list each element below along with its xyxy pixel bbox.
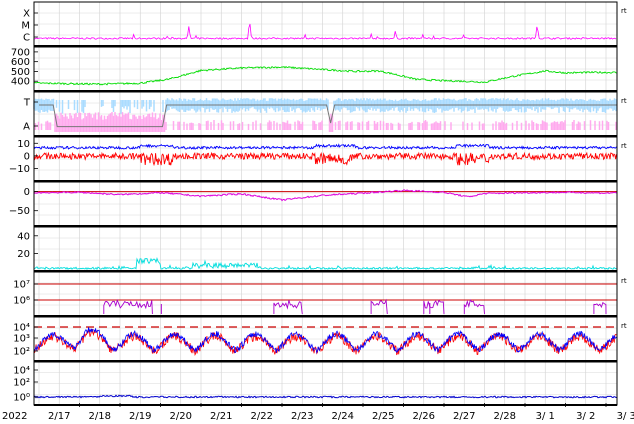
tick-label-dens-20: 20: [17, 249, 30, 260]
proton-density-line: [33, 256, 618, 271]
x-tick-label: 2/19: [129, 411, 151, 422]
right-mark-imf-sector: rt: [621, 97, 627, 105]
tick-label-pflux-0: 10⁴: [13, 323, 30, 334]
dst-line: [33, 189, 618, 202]
high-energy-flux-line: [33, 394, 618, 399]
right-mark-xray-class: rt: [621, 7, 627, 15]
tick-label-pflux-2: 10²: [13, 347, 30, 358]
tick-label-bz-0: 0: [24, 151, 30, 162]
electron-flux-segment: [370, 298, 388, 315]
x-tick-label: 2/21: [210, 411, 232, 422]
x-tick-label: 2/18: [89, 411, 111, 422]
sector-trend-line: [39, 104, 618, 128]
label-layer: rtXMC700600500400rtTArt100−100−504020rt1…: [2, 7, 634, 422]
right-mark-proton-flux: rt: [621, 322, 627, 330]
tick-label-pflux-1: 10³: [13, 334, 30, 345]
x-tick-label: 2/25: [372, 411, 394, 422]
electron-flux-segment: [423, 299, 445, 315]
tick-label-600: 600: [11, 57, 30, 68]
x-tick-label: 2/22: [251, 411, 273, 422]
right-mark-electron-flux: rt: [621, 277, 627, 285]
x-tick-label: 2/23: [291, 411, 313, 422]
wind-speed-line: [33, 65, 618, 86]
electron-flux-segment: [103, 298, 153, 315]
year-label: 2022: [2, 411, 27, 422]
right-mark-imf-bz: rt: [621, 142, 627, 150]
proton-flux-blue-line: [33, 327, 617, 354]
tick-label-700: 700: [11, 47, 30, 58]
x-tick-label: 3/ 2: [576, 411, 595, 422]
tick-label-bz-10: 10: [17, 139, 30, 150]
x-tick-label: 3/ 3: [617, 411, 634, 422]
tick-label-c: C: [23, 33, 30, 44]
tick-label-heflux-1: 10²: [13, 378, 30, 389]
electron-flux-segment: [273, 300, 303, 315]
tick-label-bz--10: −10: [9, 164, 30, 175]
x-tick-label: 2/28: [494, 411, 516, 422]
electron-flux-segment: [463, 299, 485, 315]
tick-label-t: T: [23, 98, 31, 109]
imf-bz-line: [33, 151, 617, 167]
tick-label-a: A: [23, 122, 30, 133]
imf-bt-line: [33, 143, 617, 151]
tick-label-1e6: 10⁶: [13, 296, 30, 307]
x-tick-label: 2/26: [413, 411, 435, 422]
tick-label-500: 500: [11, 67, 30, 78]
x-tick-label: 2/17: [48, 411, 70, 422]
tick-label-heflux-0: 10⁴: [13, 366, 30, 377]
frame-layer: [33, 1, 618, 407]
x-tick-label: 2/20: [170, 411, 192, 422]
tick-label-dens-40: 40: [17, 231, 30, 242]
tick-label-dst--50: −50: [9, 206, 30, 217]
tick-label-dst-0: 0: [24, 187, 30, 198]
tick-label-1e7: 10⁷: [13, 280, 30, 291]
tick-label-400: 400: [11, 77, 30, 88]
x-tick-label: 2/27: [453, 411, 475, 422]
tick-label-m: M: [21, 21, 30, 32]
data-layer: [33, 23, 618, 399]
tick-label-x: X: [23, 9, 30, 20]
xray-flux-line: [33, 23, 617, 40]
x-tick-label: 2/24: [332, 411, 354, 422]
electron-flux-segment: [593, 301, 607, 315]
tick-label-heflux-2: 10⁰: [13, 393, 30, 404]
x-tick-label: 3/ 1: [536, 411, 555, 422]
